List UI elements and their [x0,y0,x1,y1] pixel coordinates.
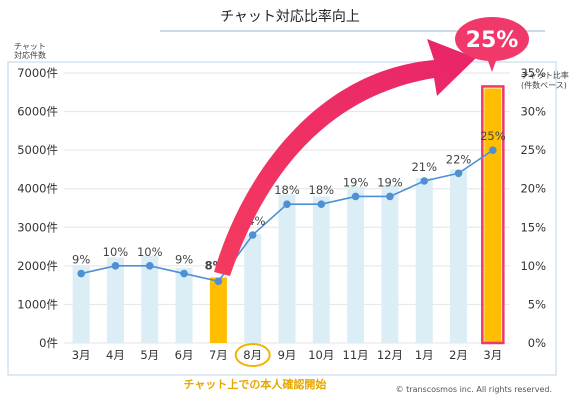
right-tick-label: 0% [528,336,546,350]
ratio-point [386,192,394,201]
bar [347,186,365,343]
ratio-point [420,177,429,185]
left-tick-label: 3000件 [17,220,58,234]
ratio-point [111,262,120,270]
ratio-point [214,277,223,286]
bar [209,277,227,343]
annotation-text: チャット上での本人確認開始 [184,377,327,391]
category-label: 4月 [106,348,125,362]
left-tick-label: 4000件 [17,182,58,196]
bar [244,234,262,343]
category-label: 8月 [243,348,262,362]
right-tick-label: 5% [528,297,546,311]
ratio-point [180,269,188,278]
plot-frame [7,61,557,376]
right-axis-label-1: チャット比率 [521,70,569,80]
bar [141,255,159,343]
right-tick-label: 15% [520,220,546,234]
category-label: 7月 [209,348,228,362]
data-label: 21% [411,160,437,174]
category-label: 10月 [308,348,334,362]
category-circle [234,343,271,367]
data-label: 18% [274,183,300,197]
growth-arrow [214,39,476,276]
data-label: 18% [309,183,335,197]
category-label: 1月 [415,348,434,362]
bar [278,194,296,343]
right-tick-label: 20% [520,182,546,196]
category-label: 9月 [278,348,297,362]
ratio-point [489,146,497,154]
bar [450,169,468,343]
left-tick-label: 6000件 [17,105,58,119]
right-tick-label: 30% [520,105,546,119]
bar-highlight-frame [481,85,505,345]
right-tick-label: 35% [520,66,546,80]
left-tick-label: 7000件 [17,66,58,80]
data-label: 10% [103,245,129,259]
category-label: 12月 [377,348,403,362]
bar [106,257,124,343]
data-label: 19% [343,175,369,189]
left-axis-label-1: チャット [14,42,46,51]
callout-bubble [455,17,529,61]
right-axis-label-2: (件数ベース) [521,80,567,90]
category-label: 3月 [72,348,91,362]
ratio-point [145,262,154,270]
data-label: 22% [446,152,472,166]
chart-title: チャット対応比率向上 [220,8,360,25]
left-axis-label-2: 対応件数 [14,50,46,60]
category-label: 3月 [483,348,502,362]
category-label: 5月 [140,348,159,362]
right-tick-label: 25% [520,143,546,157]
category-label: 6月 [175,348,194,362]
data-label: 10% [137,245,163,259]
ratio-point [283,200,291,208]
data-label: 9% [175,253,193,267]
bar [175,267,193,343]
callout-text: 25% [466,28,519,53]
left-tick-label: 5000件 [17,143,58,157]
right-tick-label: 10% [520,259,546,273]
bar [312,196,330,343]
ratio-point [77,269,85,278]
category-label: 2月 [449,348,468,362]
bar [415,177,433,343]
callout-pointer [487,58,497,72]
bar [72,265,90,343]
data-label: 25% [480,129,506,143]
ratio-point [317,200,326,208]
ratio-point [248,231,257,239]
copyright-text: © transcosmos inc. All rights reserved. [396,385,552,394]
data-label: 19% [377,175,403,189]
bar [381,184,399,343]
data-label: 9% [72,253,90,267]
ratio-point [351,192,360,201]
left-tick-label: 2000件 [17,259,58,273]
left-tick-label: 1000件 [17,297,58,311]
category-label: 11月 [343,348,369,362]
left-tick-label: 0件 [39,336,58,350]
ratio-point [454,169,463,178]
bar [484,88,502,343]
